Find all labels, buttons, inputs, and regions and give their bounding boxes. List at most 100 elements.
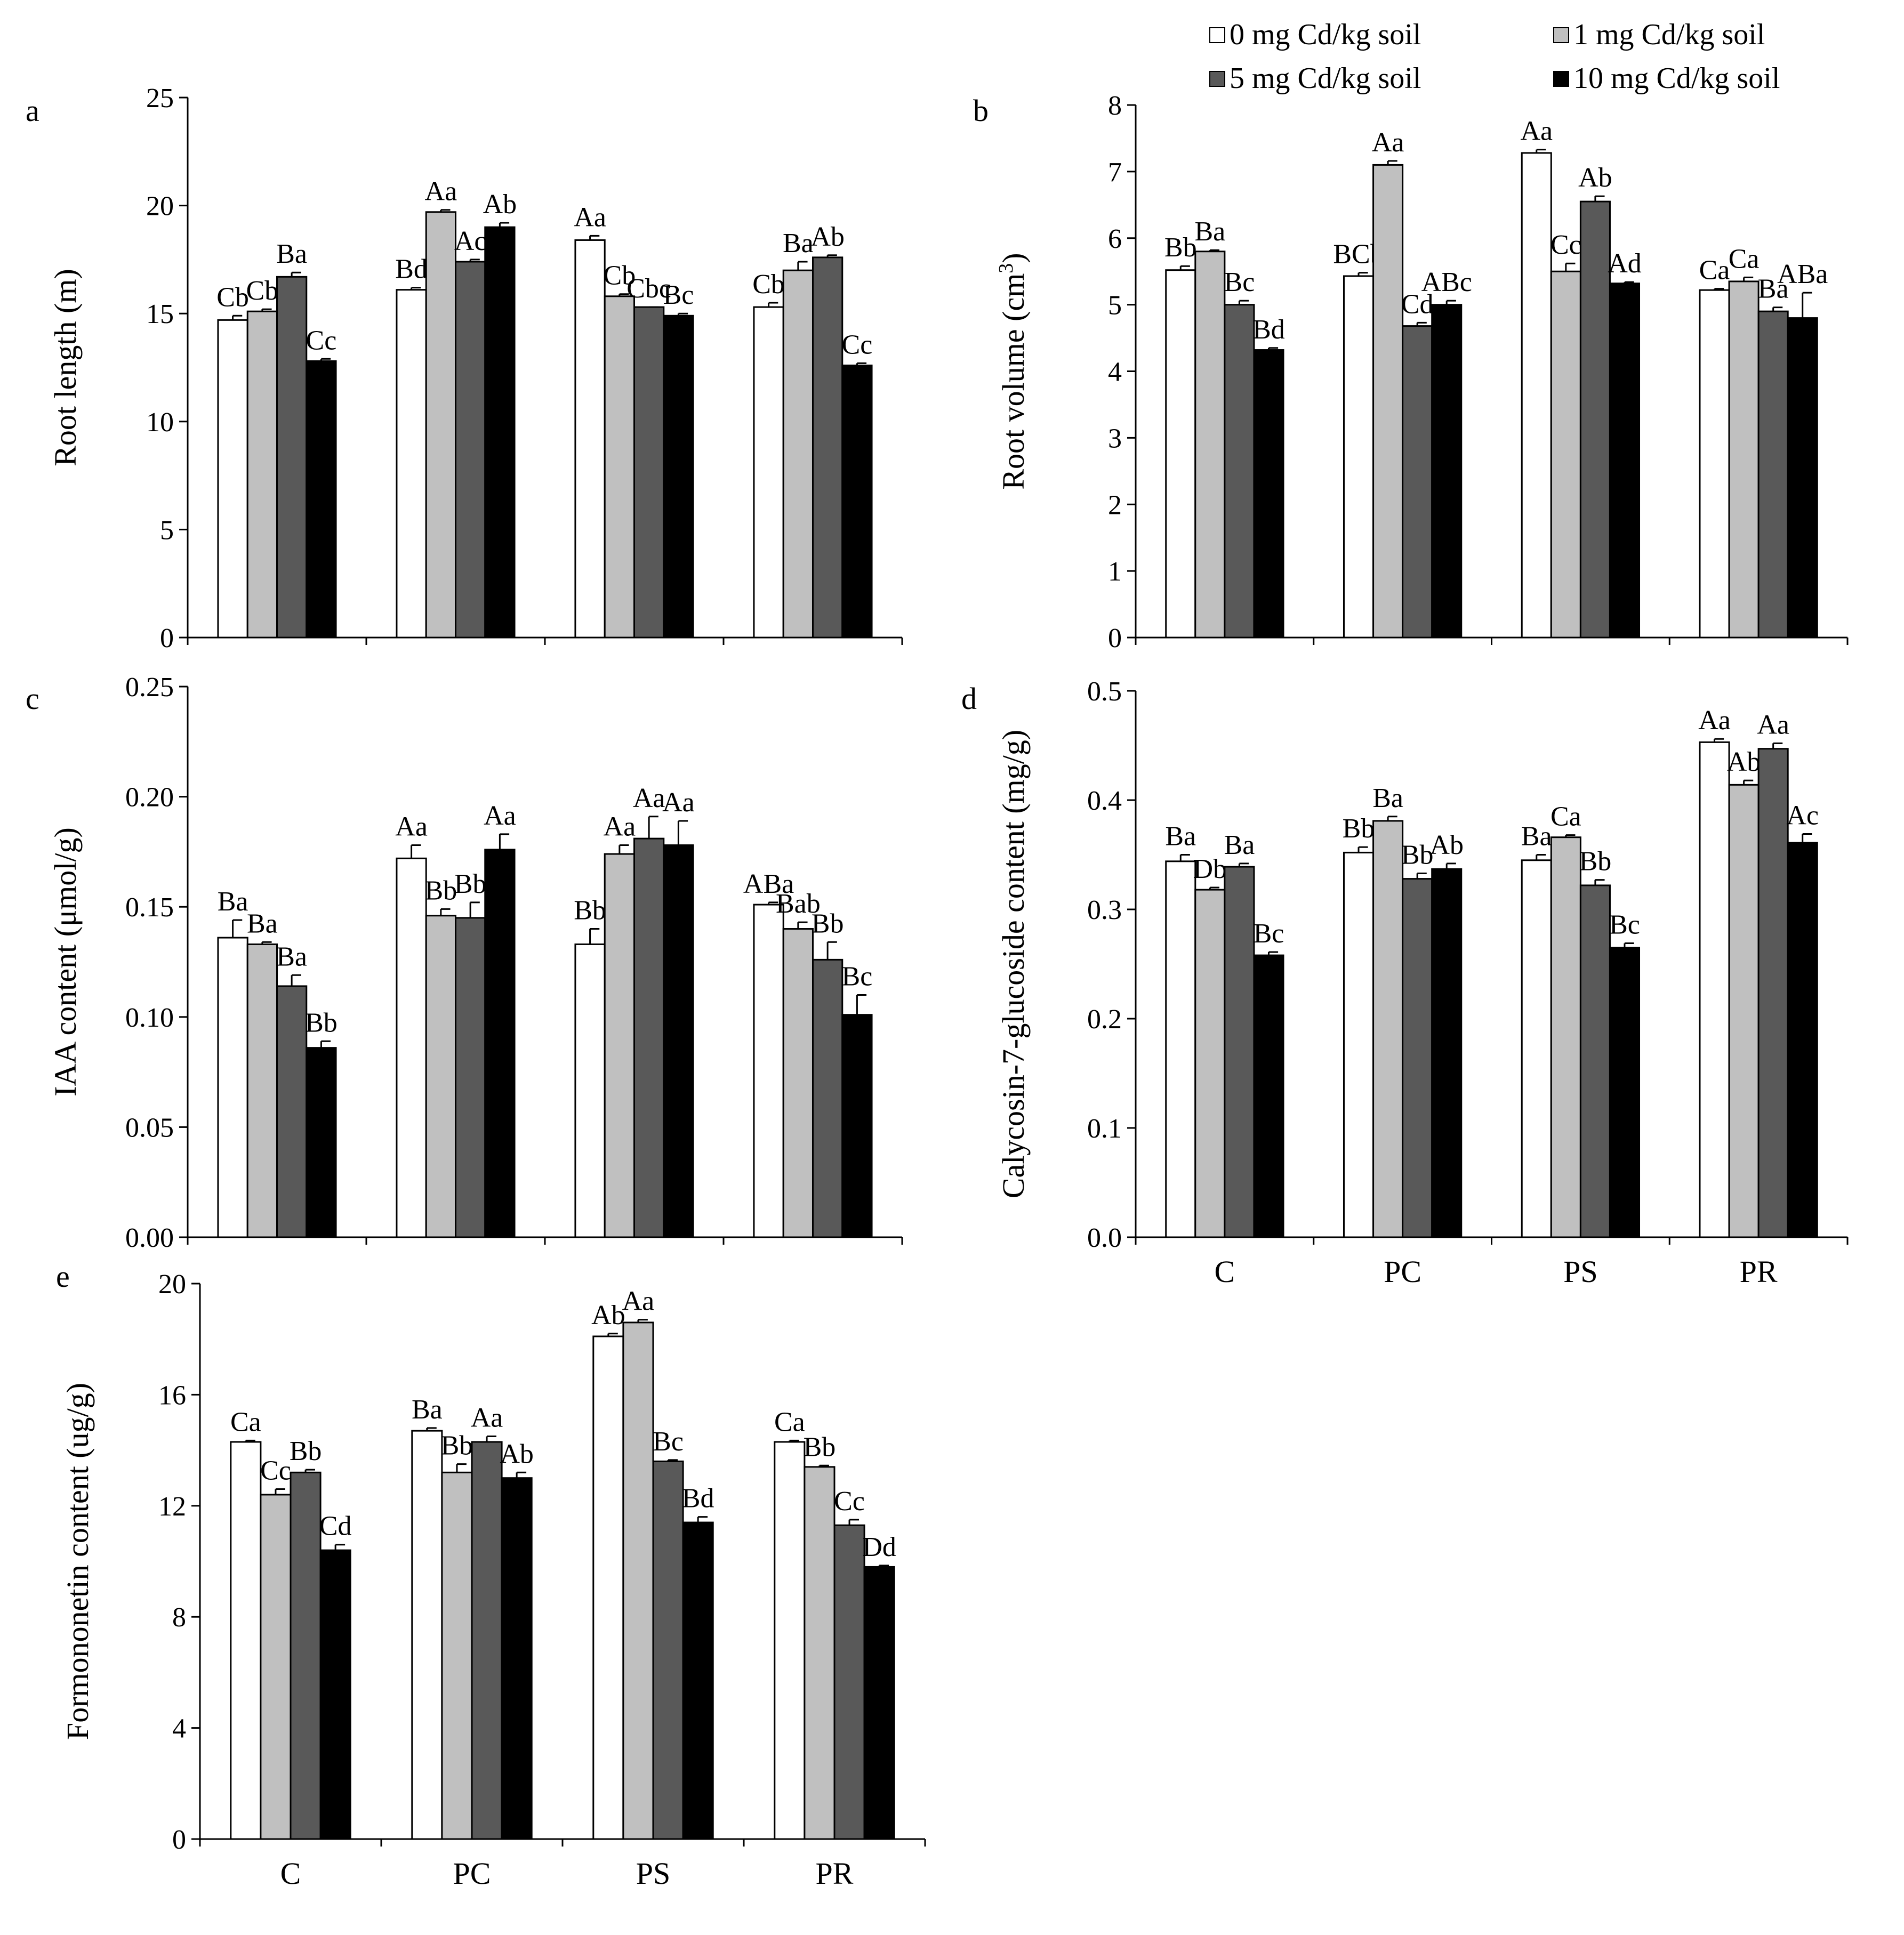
bar-significance-label: Bc: [653, 1426, 684, 1457]
bar: [633, 837, 665, 1238]
bar-significance-label: Ba: [783, 228, 814, 259]
bar: [774, 1441, 806, 1840]
bar-significance-label: Bd: [395, 254, 428, 285]
bar-significance-label: Ba: [218, 886, 248, 917]
bar-significance-label: Cc: [1550, 230, 1581, 260]
bar: [753, 904, 784, 1238]
y-tick-label: 0.2: [1087, 1004, 1122, 1035]
bar: [1224, 866, 1255, 1238]
bar-significance-label: Aa: [574, 202, 606, 232]
bar-significance-label: Aa: [395, 812, 428, 842]
y-tick-label: 0: [172, 1825, 186, 1855]
bar-significance-label: Aa: [633, 783, 665, 813]
bar-significance-label: Bd: [682, 1484, 714, 1514]
y-tick-label: 15: [146, 299, 174, 329]
bar-significance-label: Ab: [1578, 163, 1612, 193]
bar: [804, 1466, 835, 1840]
bar-significance-label: Ad: [1608, 248, 1642, 279]
y-axis-label: Root volume (cm3): [995, 253, 1031, 489]
y-tick-label: 7: [1108, 157, 1122, 188]
bar-significance-label: Ba: [247, 908, 278, 939]
bar-significance-label: Aa: [1698, 705, 1731, 736]
legend-item-1mg: 1 mg Cd/kg soil: [1553, 16, 1765, 53]
panel-label: d: [961, 681, 977, 716]
chart-panel-c: c 0.00 0.05 0.10 0.15 0.20 0.25 IAA content (μm…: [26, 672, 903, 1253]
y-tick-label: 0.0: [1087, 1223, 1122, 1253]
bar: [260, 1494, 292, 1840]
bar: [863, 1566, 895, 1840]
y-axis-label-end: ): [996, 253, 1031, 263]
bar-significance-label: Ba: [1521, 821, 1552, 852]
legend-swatch-5mg: [1209, 71, 1225, 87]
bar-significance-label: Aa: [484, 801, 516, 831]
bar-significance-label: Aa: [662, 787, 695, 818]
bar: [425, 211, 456, 639]
bar: [1194, 251, 1226, 639]
bar: [812, 958, 843, 1238]
bar: [455, 917, 486, 1238]
bar: [1787, 317, 1818, 639]
bar: [1728, 280, 1760, 639]
bar: [1343, 275, 1375, 639]
bar-significance-label: Ab: [1429, 830, 1464, 860]
bar: [1728, 784, 1760, 1238]
bar-significance-label: Ab: [483, 189, 517, 220]
y-axis-label: Formononetin content (ug/g): [60, 1383, 95, 1740]
legend-item-0mg: 0 mg Cd/kg soil: [1209, 16, 1421, 53]
bar-significance-label: Ca: [1699, 255, 1730, 286]
bar: [471, 1441, 503, 1840]
bar: [1521, 859, 1552, 1238]
bar: [753, 306, 784, 639]
x-tick-label: C: [1215, 1254, 1235, 1289]
bar: [1372, 164, 1404, 639]
bar-significance-label: Bb: [1343, 813, 1375, 844]
bar: [1431, 868, 1463, 1238]
bar: [230, 1441, 262, 1840]
bar: [501, 1477, 533, 1840]
bar: [1609, 947, 1641, 1238]
panel-label: b: [973, 93, 989, 128]
x-tick-label: PR: [816, 1856, 854, 1891]
y-tick-label: 0.1: [1087, 1114, 1122, 1144]
bar-significance-label: Aa: [425, 176, 457, 207]
bar: [1431, 304, 1463, 639]
bar-significance-label: Bb: [574, 896, 606, 926]
bar-significance-label: ABa: [1777, 259, 1828, 289]
bar: [604, 295, 635, 639]
legend-swatch-10mg: [1553, 71, 1569, 87]
bar-significance-label: Ba: [1372, 783, 1403, 813]
legend-label: 10 mg Cd/kg soil: [1573, 62, 1780, 95]
bar-significance-label: Ca: [1550, 802, 1581, 832]
bar-significance-label: Aa: [471, 1403, 503, 1433]
bar-significance-label: Ba: [276, 941, 307, 972]
bar: [1343, 851, 1375, 1238]
bar: [396, 289, 427, 639]
bar-significance-label: Ab: [500, 1439, 534, 1469]
bar: [782, 928, 814, 1238]
bar: [217, 319, 248, 639]
bar-significance-label: Cc: [260, 1456, 291, 1486]
panel-label: a: [26, 93, 39, 128]
bar: [306, 360, 337, 639]
bar: [1757, 310, 1789, 639]
bar: [411, 1430, 443, 1840]
bar: [1699, 741, 1730, 1238]
x-tick-label: C: [280, 1856, 301, 1891]
bar: [652, 1460, 684, 1840]
bar: [592, 1335, 624, 1840]
bar: [1579, 200, 1611, 639]
y-tick-label: 6: [1108, 224, 1122, 254]
bar-significance-label: Ba: [276, 239, 307, 269]
bar-significance-label: Cc: [834, 1486, 865, 1517]
bar-significance-label: Bd: [1252, 315, 1285, 345]
bar: [276, 276, 308, 639]
bar-significance-label: Cc: [842, 329, 873, 360]
y-tick-label: 0.00: [125, 1223, 174, 1253]
y-tick-label: 0.10: [125, 1003, 174, 1033]
bar-significance-label: Ca: [1729, 244, 1760, 274]
bar: [1787, 842, 1818, 1238]
bar: [1609, 283, 1641, 639]
bar: [622, 1321, 654, 1840]
y-tick-label: 4: [1108, 357, 1122, 388]
bar-significance-label: Aa: [1372, 127, 1404, 158]
